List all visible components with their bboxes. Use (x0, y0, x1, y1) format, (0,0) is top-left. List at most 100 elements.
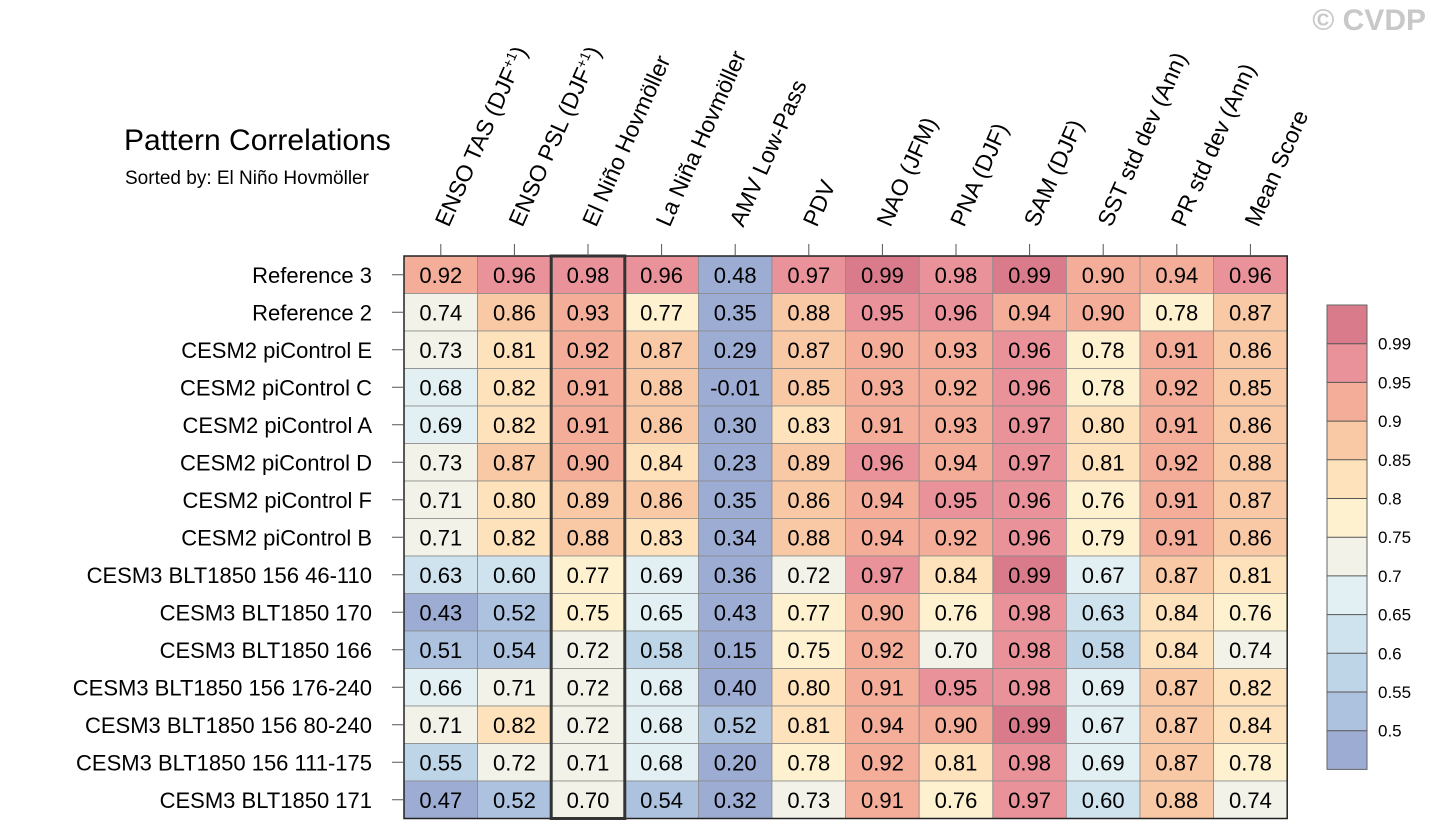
cell-value: 0.81 (1229, 563, 1272, 588)
row-label: Reference 3 (252, 263, 372, 288)
heatmap-cell (1066, 480, 1141, 519)
heatmap-cell (1213, 630, 1288, 669)
row-label: CESM3 BLT1850 171 (160, 788, 372, 813)
cell-value: 0.58 (640, 638, 683, 663)
cell-value: 0.84 (1229, 713, 1272, 738)
colorbar-segment (1327, 537, 1367, 576)
cell-value: 0.77 (640, 300, 683, 325)
cell-value: 0.74 (1229, 788, 1272, 813)
colorbar-segment (1327, 382, 1367, 422)
cell-value: 0.80 (787, 675, 830, 700)
cell-value: 0.94 (861, 488, 904, 513)
cell-value: 0.68 (640, 713, 683, 738)
cell-value: 0.95 (861, 300, 904, 325)
colorbar-label: 0.75 (1378, 528, 1411, 547)
heatmap-cell (845, 743, 920, 782)
cell-value: 0.63 (1082, 600, 1125, 625)
cell-value: 0.98 (1008, 675, 1051, 700)
heatmap-cell (771, 743, 846, 782)
cell-value: 0.71 (493, 675, 536, 700)
row-label: Reference 2 (252, 300, 372, 325)
heatmap-cell (550, 668, 626, 707)
colorbar-label: 0.85 (1378, 451, 1411, 470)
cell-value: 0.78 (1082, 375, 1125, 400)
heatmap-cell (403, 668, 478, 707)
cell-value: 0.34 (714, 525, 757, 550)
heatmap-cell (845, 293, 920, 332)
heatmap-cell (992, 668, 1067, 707)
cell-value: 0.87 (493, 450, 536, 475)
heatmap-cell (403, 330, 478, 369)
cell-value: 0.43 (419, 600, 462, 625)
cell-value: 0.92 (935, 375, 978, 400)
cell-value: 0.78 (1229, 750, 1272, 775)
row-label: CESM3 BLT1850 156 176-240 (73, 675, 372, 700)
heatmap-cell (403, 780, 478, 819)
heatmap-cell (624, 330, 699, 369)
colorbar-label: 0.99 (1378, 335, 1411, 354)
cell-value: 0.94 (861, 525, 904, 550)
heatmap-cell (771, 593, 846, 632)
heatmap-cell (698, 705, 773, 744)
cell-value: 0.29 (714, 338, 757, 363)
cell-value: 0.88 (787, 300, 830, 325)
colorbar-label: 0.6 (1378, 644, 1402, 663)
cell-value: 0.88 (1155, 788, 1198, 813)
cell-value: 0.75 (787, 638, 830, 663)
heatmap-cell (1066, 630, 1141, 669)
column-label: Mean Score (1239, 106, 1313, 230)
colorbar-label: 0.55 (1378, 683, 1411, 702)
row-label: CESM2 piControl D (180, 450, 372, 475)
heatmap-cell (477, 255, 552, 294)
heatmap-cell (698, 668, 773, 707)
cell-value: 0.68 (419, 375, 462, 400)
row-label: CESM2 piControl B (181, 525, 372, 550)
colorbar-segment (1327, 498, 1367, 538)
heatmap-cell (845, 668, 920, 707)
cell-value: 0.96 (1008, 488, 1051, 513)
heatmap-cell (1066, 593, 1141, 632)
cell-value: 0.52 (493, 788, 536, 813)
cell-value: 0.97 (787, 263, 830, 288)
cell-value: 0.86 (493, 300, 536, 325)
cell-value: 0.83 (640, 525, 683, 550)
heatmap-cell (771, 405, 846, 444)
cell-value: 0.73 (787, 788, 830, 813)
cell-value: 0.86 (640, 413, 683, 438)
cell-value: 0.99 (1008, 563, 1051, 588)
heatmap-cell (624, 443, 699, 482)
heatmap-cell (771, 555, 846, 594)
cell-value: 0.91 (1155, 525, 1198, 550)
heatmap-cell (1139, 705, 1214, 744)
cell-value: 0.78 (787, 750, 830, 775)
heatmap-cell (771, 480, 846, 519)
heatmap-cell (698, 518, 773, 557)
cell-value: 0.91 (567, 413, 610, 438)
cell-value: 0.98 (935, 263, 978, 288)
heatmap-cell (1213, 255, 1288, 294)
cell-value: 0.88 (640, 375, 683, 400)
cell-value: 0.92 (861, 750, 904, 775)
cell-value: 0.71 (419, 525, 462, 550)
heatmap-cell (918, 518, 994, 557)
colorbar-label: 0.5 (1378, 722, 1402, 741)
cell-value: 0.78 (1155, 300, 1198, 325)
cell-value: 0.92 (1155, 450, 1198, 475)
heatmap-cell (403, 443, 478, 482)
colorbar-label: 0.9 (1378, 412, 1402, 431)
cell-value: 0.76 (1229, 600, 1272, 625)
cell-value: 0.84 (1155, 638, 1198, 663)
cell-value: 0.72 (567, 713, 610, 738)
cell-value: 0.82 (493, 413, 536, 438)
heatmap-cell (698, 405, 773, 444)
heatmap-cell (845, 780, 920, 819)
cell-value: 0.69 (640, 563, 683, 588)
cell-value: 0.77 (567, 563, 610, 588)
heatmap-cell (477, 480, 552, 519)
heatmap-cell (992, 480, 1067, 519)
heatmap-cell (1139, 555, 1214, 594)
heatmap-cell (550, 780, 626, 819)
heatmap-cell (624, 593, 699, 632)
cell-value: 0.86 (1229, 525, 1272, 550)
heatmap-cell (698, 368, 773, 407)
